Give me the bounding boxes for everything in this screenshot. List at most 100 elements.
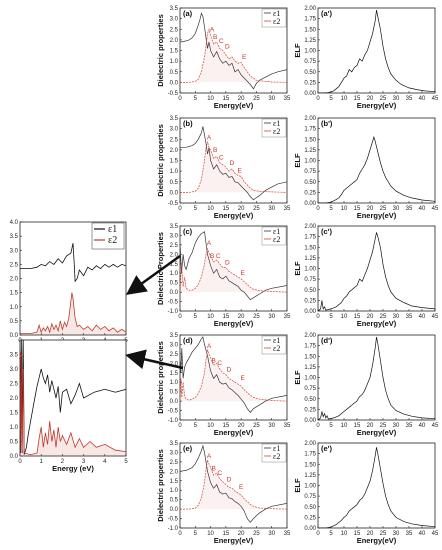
y-axis-label: Dielectric properties [156,124,165,197]
y-tick-label: 2.0 [170,38,179,44]
y-tick-label: 0.25 [304,515,316,521]
x-tick-label: 35 [406,314,413,320]
legend-entry: ε1 [108,224,117,235]
x-tick-label: 5 [194,96,198,102]
x-tick-label: 0 [178,423,182,429]
y-axis-label: Dielectric properties [156,449,165,522]
y-tick-label: 0.50 [304,180,316,186]
series-area-eps2 [180,350,287,402]
y-axis-label: Dielectric properties [156,341,165,414]
x-axis-label: Energy(eV) [357,211,397,220]
y-tick-label: 0.0 [170,399,179,405]
x-tick-label: 45 [432,531,439,537]
x-tick-label: 25 [380,423,387,429]
x-tick-label: 5 [194,531,198,537]
y-tick-label: 0.75 [304,386,316,392]
legend-entry: ε1 [273,444,280,453]
x-tick-label: 25 [380,314,387,320]
x-axis-label: Energy(eV) [214,211,254,220]
x-tick-label: 40 [419,531,426,537]
y-tick-label: 0.0 [10,333,19,339]
series-line-eps2 [180,247,287,293]
series-group [318,10,435,93]
y-tick-label: 2.00 [304,333,316,339]
y-tick-label: 0.0 [170,507,179,513]
series-group [180,12,287,90]
y-tick-label: 1.00 [304,376,316,382]
chart-panel-zoom2: 0.0 0.5 1.0 1.5 2.0 2.5 3.0 3.5 0 1 2 3 4 5 Energy (eV… [10,339,128,473]
y-tick-label: 2.5 [170,137,179,143]
y-tick-label: 1.50 [304,354,316,360]
y-tick-label: 0.0 [170,290,179,296]
panel-label: (a) [183,9,193,18]
series-line-eps1 [180,336,287,413]
x-tick-label: 5 [329,314,333,320]
series-line-eps2 [180,28,287,83]
y-tick-label: 0.0 [10,454,19,460]
y-axis-label: ELF [293,153,302,168]
x-tick-label: 40 [419,96,426,102]
series-area-eps2 [20,292,126,335]
peak-label-B: B [211,465,215,472]
y-tick-label: 2.0 [170,148,179,154]
y-tick-label: 0.25 [304,80,316,86]
peak-label-D: D [225,260,230,267]
peak-label-D: D [227,367,232,374]
y-tick-label: 0.75 [304,59,316,65]
x-tick-label: 30 [393,96,400,102]
legend-box [261,118,287,138]
peak-label-A: A [207,453,212,460]
x-axis-label: Energy(eV) [214,319,254,328]
x-tick-label: 15 [354,206,361,212]
y-tick-label: 1.75 [304,17,316,23]
x-tick-label: 10 [207,423,214,429]
peak-label-E: E [242,54,247,61]
x-tick-label: 10 [341,531,348,537]
x-tick-label: 20 [367,206,374,212]
y-tick-label: 0.50 [304,70,316,76]
y-tick-label: 0.25 [304,298,316,304]
peak-label-D: D [227,477,232,484]
x-tick-label: 0 [316,423,320,429]
x-tick-label: 45 [432,423,439,429]
y-tick-label: 2.5 [170,243,179,249]
series-line-eps1 [20,243,126,283]
y-tick-label: 0.0 [170,190,179,196]
y-tick-label: 2.00 [304,224,316,230]
x-tick-label: 20 [238,96,245,102]
x-tick-label: 25 [380,96,387,102]
x-tick-label: 20 [238,423,245,429]
x-tick-label: 30 [393,206,400,212]
x-tick-label: 40 [419,314,426,320]
series-line-elf [318,135,435,203]
plot-frame [317,117,436,204]
x-tick-label: 45 [432,96,439,102]
y-tick-label: 0.00 [304,201,316,207]
x-tick-label: 30 [393,423,400,429]
y-tick-label: 3.0 [10,248,19,254]
x-axis-label: Energy(eV) [357,101,397,110]
x-tick-label: 45 [432,314,439,320]
y-tick-label: -1.0 [168,526,179,532]
y-tick-label: 0.75 [304,277,316,283]
peak-label-A: A [207,343,212,350]
x-tick-label: 30 [268,96,275,102]
y-tick-label: 0.5 [170,180,179,186]
x-tick-label: 10 [341,96,348,102]
y-tick-label: 1.0 [10,425,19,431]
y-tick-label: 2.0 [10,277,19,283]
y-tick-label: 1.0 [10,305,19,311]
y-tick-label: 0.50 [304,505,316,511]
x-tick-label: 10 [207,206,214,212]
series-line-eps2 [20,292,126,335]
y-tick-label: 2.5 [170,352,179,358]
y-tick-label: 0.5 [170,70,179,76]
peak-label-E: E [240,375,245,382]
peak-label-B: B [213,34,217,41]
y-axis-label: ELF [293,478,302,493]
x-tick-label: 30 [393,314,400,320]
